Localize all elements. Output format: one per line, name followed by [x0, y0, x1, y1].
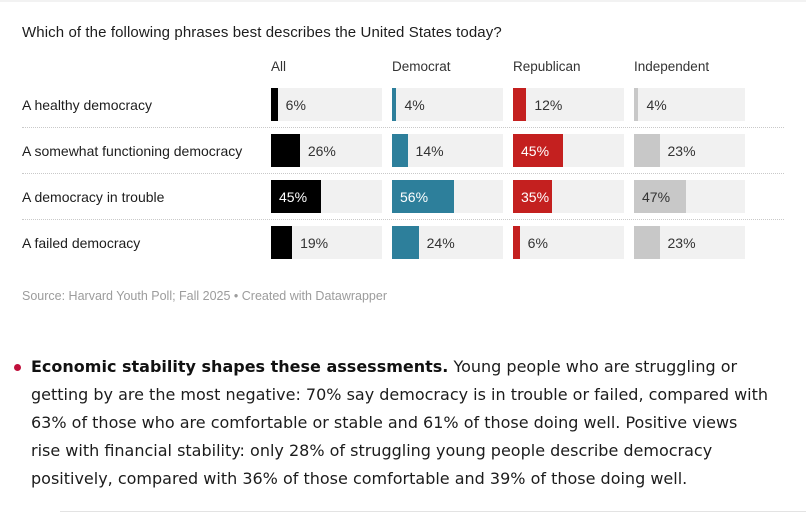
bar-track-republican: 6%: [513, 226, 624, 259]
bar-independent: [634, 134, 660, 167]
chart-row: A somewhat functioning democracy 26% 14% 45…: [22, 127, 784, 173]
bullet-body-text: Young people who are struggling or getti…: [31, 357, 769, 488]
bar-republican: [513, 88, 527, 121]
column-header-republican: Republican: [513, 59, 581, 74]
bar-value-label: 45%: [279, 188, 308, 205]
bullet-marker-icon: [14, 364, 21, 371]
bar-track-democrat: 4%: [392, 88, 503, 121]
header-spacer: [22, 59, 261, 74]
bar-all: [271, 88, 278, 121]
chart-source: Source: Harvard Youth Poll; Fall 2025 • …: [22, 289, 387, 303]
bar-track-independent: 23%: [634, 226, 745, 259]
chart-title: Which of the following phrases best desc…: [22, 24, 502, 41]
bar-track-all: 45%: [271, 180, 382, 213]
bar-track-republican: 35%: [513, 180, 624, 213]
bar-republican: [513, 180, 552, 213]
chart-column-headers: All Democrat Republican Independent: [22, 59, 784, 74]
datawrapper-chart-card: Which of the following phrases best desc…: [22, 24, 784, 303]
bar-value-label: 35%: [521, 188, 550, 205]
bar-value-label: 56%: [400, 188, 429, 205]
bar-value-label: 4%: [646, 96, 667, 113]
row-label: A healthy democracy: [22, 96, 152, 113]
chart-row: A failed democracy 19% 24% 6% 23%: [22, 219, 784, 265]
chart-row: A healthy democracy 6% 4% 12% 4%: [22, 82, 784, 127]
bar-independent: [634, 180, 687, 213]
column-header-democrat: Democrat: [392, 59, 451, 74]
bar-democrat: [392, 180, 455, 213]
bar-value-label: 26%: [307, 142, 336, 159]
bar-all: [271, 134, 300, 167]
bar-democrat: [392, 226, 419, 259]
row-label: A somewhat functioning democracy: [22, 142, 243, 159]
bar-value-label: 14%: [415, 142, 444, 159]
bullet-list-item: Economic stability shapes these assessme…: [0, 353, 806, 493]
chart-rows: A healthy democracy 6% 4% 12% 4% A somewhat f…: [22, 82, 784, 265]
chart-row: A democracy in trouble 45% 56% 35% 47%: [22, 173, 784, 219]
bar-value-label: 19%: [300, 234, 329, 251]
row-label: A democracy in trouble: [22, 188, 165, 205]
bar-track-all: 26%: [271, 134, 382, 167]
bar-value-label: 12%: [534, 96, 563, 113]
column-header-independent: Independent: [634, 59, 710, 74]
bullet-paragraph: Economic stability shapes these assessme…: [31, 353, 769, 493]
bar-value-label: 47%: [642, 188, 671, 205]
bar-track-independent: 4%: [634, 88, 745, 121]
bar-value-label: 45%: [521, 142, 550, 159]
bar-track-independent: 47%: [634, 180, 745, 213]
bar-track-all: 6%: [271, 88, 382, 121]
bar-democrat: [392, 134, 408, 167]
bar-value-label: 24%: [426, 234, 455, 251]
bar-track-republican: 45%: [513, 134, 624, 167]
page-top-edge: [0, 0, 806, 2]
bar-value-label: 6%: [527, 234, 548, 251]
bar-track-democrat: 24%: [392, 226, 503, 259]
bar-independent: [634, 226, 660, 259]
bar-track-all: 19%: [271, 226, 382, 259]
bottom-divider: [60, 511, 806, 512]
bar-republican: [513, 134, 563, 167]
bar-value-label: 23%: [667, 234, 696, 251]
bar-value-label: 23%: [667, 142, 696, 159]
bar-independent: [634, 88, 639, 121]
column-header-all: All: [271, 59, 287, 74]
bar-track-republican: 12%: [513, 88, 624, 121]
bar-republican: [513, 226, 520, 259]
bar-value-label: 6%: [285, 96, 306, 113]
bar-democrat: [392, 88, 397, 121]
bar-track-democrat: 56%: [392, 180, 503, 213]
bar-value-label: 4%: [404, 96, 425, 113]
bar-track-democrat: 14%: [392, 134, 503, 167]
bar-all: [271, 226, 293, 259]
bullet-lead-bold: Economic stability shapes these assessme…: [31, 357, 449, 376]
bar-track-independent: 23%: [634, 134, 745, 167]
bar-all: [271, 180, 321, 213]
row-label: A failed democracy: [22, 234, 141, 251]
